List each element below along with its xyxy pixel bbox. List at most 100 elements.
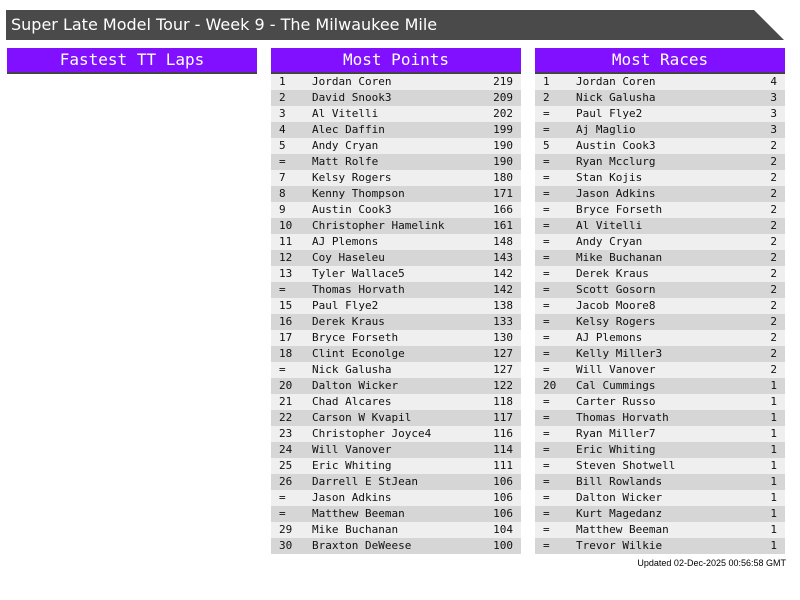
value-cell: 219	[493, 75, 513, 88]
rank-cell: =	[543, 411, 550, 424]
rank-cell: 5	[279, 139, 286, 152]
name-cell: Kelsy Rogers	[576, 315, 656, 328]
table-row: = Mike Buchanan 2	[535, 250, 785, 266]
rank-cell: 4	[279, 123, 286, 136]
table-row: = Trevor Wilkie 1	[535, 538, 785, 554]
value-cell: 2	[770, 315, 777, 328]
name-cell: Christopher Joyce4	[312, 427, 432, 440]
value-cell: 2	[770, 299, 777, 312]
rank-cell: 1	[543, 75, 550, 88]
value-cell: 138	[493, 299, 513, 312]
name-cell: David Snook3	[312, 91, 392, 104]
name-cell: Jordan Coren	[312, 75, 392, 88]
value-cell: 104	[493, 523, 513, 536]
table-row: 3 Al Vitelli 202	[271, 106, 521, 122]
table-row: 10 Christopher Hamelink 161	[271, 218, 521, 234]
table-row: 18 Clint Econolge 127	[271, 346, 521, 362]
value-cell: 106	[493, 507, 513, 520]
value-cell: 130	[493, 331, 513, 344]
value-cell: 166	[493, 203, 513, 216]
table-row: = Matthew Beeman 106	[271, 506, 521, 522]
rank-cell: =	[543, 347, 550, 360]
value-cell: 202	[493, 107, 513, 120]
name-cell: Carson W Kvapil	[312, 411, 412, 424]
table-row: = Steven Shotwell 1	[535, 458, 785, 474]
table-row: = Thomas Horvath 1	[535, 410, 785, 426]
name-cell: Kurt Magedanz	[576, 507, 663, 520]
rank-cell: =	[279, 491, 286, 504]
table-row: 29 Mike Buchanan 104	[271, 522, 521, 538]
name-cell: Thomas Horvath	[312, 283, 405, 296]
name-cell: Matthew Beeman	[576, 523, 669, 536]
panel-heading: Fastest TT Laps	[7, 48, 257, 74]
value-cell: 148	[493, 235, 513, 248]
rank-cell: =	[543, 363, 550, 376]
table-body: 1 Jordan Coren 219 2 David Snook3 209 3 Al Vite…	[271, 74, 521, 554]
table-row: 9 Austin Cook3 166	[271, 202, 521, 218]
value-cell: 1	[770, 491, 777, 504]
value-cell: 133	[493, 315, 513, 328]
value-cell: 100	[493, 539, 513, 552]
rank-cell: 8	[279, 187, 286, 200]
name-cell: Ryan Miller7	[576, 427, 656, 440]
value-cell: 2	[770, 347, 777, 360]
table-row: = Matthew Beeman 1	[535, 522, 785, 538]
rank-cell: 5	[543, 139, 550, 152]
rank-cell: 3	[279, 107, 286, 120]
name-cell: Austin Cook3	[576, 139, 656, 152]
value-cell: 3	[770, 91, 777, 104]
value-cell: 106	[493, 491, 513, 504]
value-cell: 143	[493, 251, 513, 264]
name-cell: Trevor Wilkie	[576, 539, 663, 552]
name-cell: Will Vanover	[576, 363, 656, 376]
rank-cell: 9	[279, 203, 286, 216]
name-cell: Eric Whiting	[312, 459, 392, 472]
rank-cell: 2	[543, 91, 550, 104]
name-cell: Mike Buchanan	[576, 251, 663, 264]
value-cell: 2	[770, 283, 777, 296]
table-row: 30 Braxton DeWeese 100	[271, 538, 521, 554]
value-cell: 2	[770, 155, 777, 168]
rank-cell: 12	[279, 251, 293, 264]
name-cell: Paul Flye2	[312, 299, 379, 312]
rank-cell: 17	[279, 331, 293, 344]
name-cell: Braxton DeWeese	[312, 539, 412, 552]
name-cell: Darrell E StJean	[312, 475, 418, 488]
table-row: 16 Derek Kraus 133	[271, 314, 521, 330]
name-cell: Christopher Hamelink	[312, 219, 445, 232]
value-cell: 2	[770, 187, 777, 200]
rank-cell: 21	[279, 395, 293, 408]
table-row: 12 Coy Haseleu 143	[271, 250, 521, 266]
value-cell: 114	[493, 443, 513, 456]
panel-heading: Most Points	[271, 48, 521, 74]
name-cell: Coy Haseleu	[312, 251, 385, 264]
table-row: 11 AJ Plemons 148	[271, 234, 521, 250]
rank-cell: =	[279, 507, 286, 520]
name-cell: Kelly Miller3	[576, 347, 663, 360]
rank-cell: =	[543, 315, 550, 328]
value-cell: 2	[770, 363, 777, 376]
table-row: = Al Vitelli 2	[535, 218, 785, 234]
rank-cell: 1	[279, 75, 286, 88]
table-row: 15 Paul Flye2 138	[271, 298, 521, 314]
rank-cell: =	[543, 267, 550, 280]
value-cell: 2	[770, 331, 777, 344]
rank-cell: =	[543, 187, 550, 200]
table-row: 5 Andy Cryan 190	[271, 138, 521, 154]
name-cell: AJ Plemons	[312, 235, 379, 248]
rank-cell: =	[543, 251, 550, 264]
name-cell: Chad Alcares	[312, 395, 392, 408]
rank-cell: 25	[279, 459, 293, 472]
table-row: 26 Darrell E StJean 106	[271, 474, 521, 490]
value-cell: 2	[770, 235, 777, 248]
table-row: 13 Tyler Wallace5 142	[271, 266, 521, 282]
rank-cell: =	[543, 331, 550, 344]
table-row: 4 Alec Daffin 199	[271, 122, 521, 138]
page-title: Super Late Model Tour - Week 9 - The Mil…	[6, 10, 784, 40]
table-row: = Nick Galusha 127	[271, 362, 521, 378]
rank-cell: =	[543, 123, 550, 136]
value-cell: 1	[770, 523, 777, 536]
value-cell: 2	[770, 267, 777, 280]
name-cell: Derek Kraus	[576, 267, 649, 280]
rank-cell: 11	[279, 235, 293, 248]
